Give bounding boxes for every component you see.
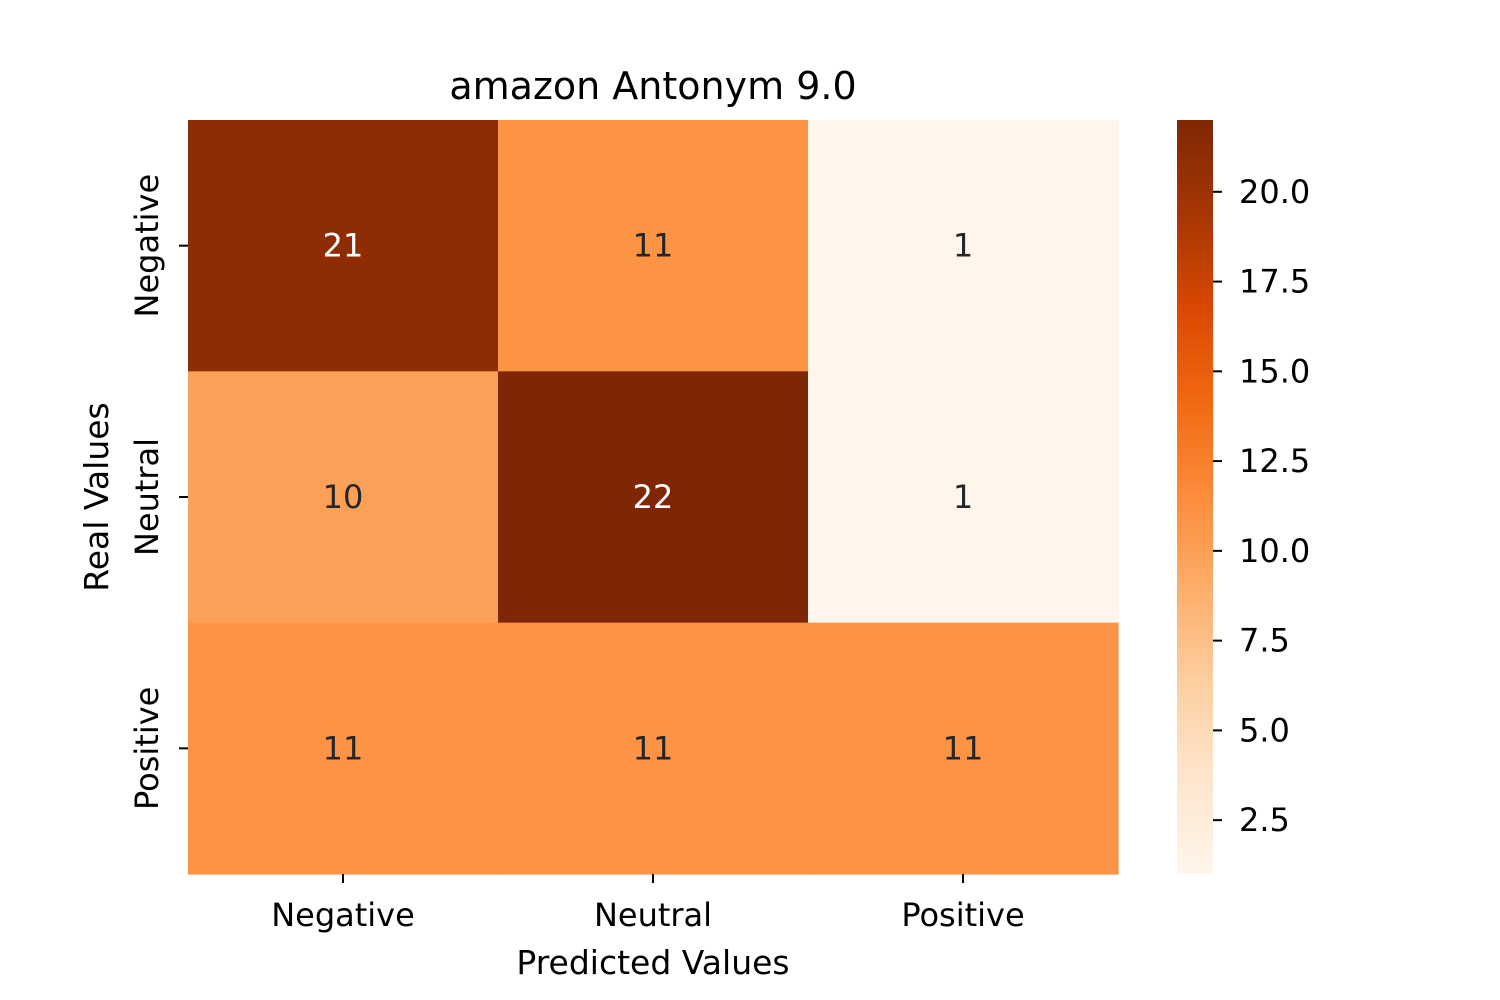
y-tick-label: Negative	[128, 174, 166, 318]
cell-value-label: 11	[323, 729, 364, 767]
cell-value-label: 11	[943, 729, 984, 767]
x-tick-label: Negative	[271, 896, 415, 934]
colorbar-tick-label: 17.5	[1239, 263, 1310, 301]
heatmap-cells	[188, 120, 1119, 875]
heatmap-cell	[188, 120, 499, 372]
cell-value-label: 1	[953, 227, 973, 265]
chart-title: amazon Antonym 9.0	[449, 64, 856, 108]
heatmap-cell	[498, 120, 809, 372]
heatmap-cell	[188, 371, 499, 624]
y-tick-label: Positive	[128, 687, 166, 810]
cell-value-label: 11	[633, 227, 674, 265]
colorbar-tick-label: 10.0	[1239, 532, 1310, 570]
x-tick-label: Positive	[901, 896, 1024, 934]
colorbar-ticks: 2.5 5.0 7.5 10.0 12.5 15.0 17.5 20.0	[1213, 173, 1310, 839]
x-tick-label: Neutral	[594, 896, 712, 934]
heatmap-cell	[498, 622, 809, 875]
colorbar-tick-label: 5.0	[1239, 711, 1290, 749]
colorbar-tick-label: 15.0	[1239, 352, 1310, 390]
x-axis-label: Predicted Values	[516, 943, 789, 982]
cell-value-label: 1	[953, 478, 973, 516]
heatmap-cell	[808, 622, 1119, 875]
y-axis-label: Real Values	[77, 402, 116, 591]
heatmap-cell-labels: 21 11 110 22 111 11 11	[323, 227, 984, 768]
y-axis-ticks: Negative Neutral Positive	[128, 174, 188, 810]
x-axis-ticks: Negative Neutral Positive	[271, 874, 1025, 934]
heatmap-cell	[188, 622, 499, 875]
colorbar	[1177, 120, 1213, 874]
colorbar-tick-label: 20.0	[1239, 173, 1310, 211]
colorbar-tick-label: 12.5	[1239, 442, 1310, 480]
heatmap-cell	[808, 120, 1119, 372]
heatmap-cell	[498, 371, 809, 624]
heatmap-cell	[808, 371, 1119, 624]
colorbar-tick-label: 7.5	[1239, 622, 1290, 660]
cell-value-label: 22	[633, 478, 674, 516]
colorbar-tick-label: 2.5	[1239, 801, 1290, 839]
cell-value-label: 10	[323, 478, 364, 516]
cell-value-label: 21	[323, 227, 364, 265]
cell-value-label: 11	[633, 729, 674, 767]
y-tick-label: Neutral	[128, 438, 166, 556]
